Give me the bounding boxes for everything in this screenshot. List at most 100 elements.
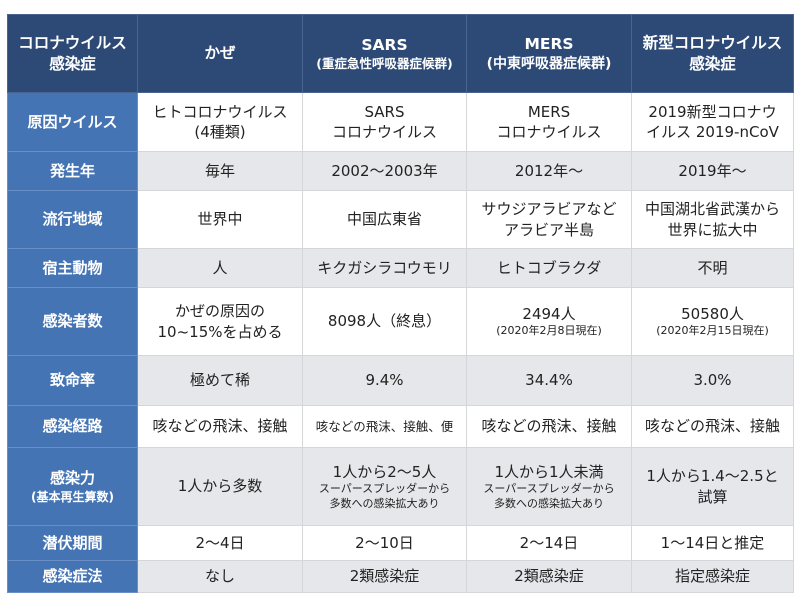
table-cell: ヒトコロナウイルス (4種類) bbox=[137, 92, 303, 152]
table-row: 流行地域 世界中 中国広東省 サウジアラビアなど アラビア半島 中国湖北省武漢から 世界に拡… bbox=[7, 190, 794, 249]
row-header: 感染者数 bbox=[7, 287, 138, 356]
table-cell: 毎年 bbox=[137, 151, 303, 191]
cell-text: 2〜10日 bbox=[355, 533, 414, 552]
cell-text: 8098人（終息） bbox=[327, 312, 442, 331]
table-cell: 2002〜2003年 bbox=[302, 151, 467, 191]
header-text: コロナウイルス bbox=[18, 33, 127, 52]
header-cell: SARS (重症急性呼吸器症候群) bbox=[302, 14, 467, 93]
cell-text: ヒトコロナウイルス bbox=[152, 102, 288, 121]
table-cell: ヒトコブラクダ bbox=[466, 248, 632, 288]
cell-text: 2012年〜 bbox=[514, 161, 584, 180]
header-text: 感染症 bbox=[689, 54, 736, 73]
cell-text: 34.4% bbox=[525, 371, 573, 390]
row-header: 感染症法 bbox=[7, 560, 138, 593]
cell-text: イルス 2019-nCoV bbox=[646, 123, 779, 141]
row-label: 潜伏期間 bbox=[42, 533, 103, 552]
cell-text: 2002〜2003年 bbox=[331, 161, 438, 180]
cell-text: 1人から1.4〜2.5と bbox=[646, 467, 779, 486]
cell-text: アラビア半島 bbox=[503, 220, 594, 239]
cell-text: キクガシラコウモリ bbox=[317, 258, 452, 277]
table-cell: 1人から1人未満 スーパースプレッダーから 多数への感染拡大あり bbox=[466, 447, 632, 526]
table-cell: 人 bbox=[137, 248, 303, 288]
cell-text: サウジアラビアなど bbox=[481, 200, 617, 219]
table-cell: キクガシラコウモリ bbox=[302, 248, 467, 288]
cell-text: 極めて稀 bbox=[189, 371, 250, 390]
cell-text: 世界に拡大中 bbox=[667, 220, 758, 239]
cell-text: スーパースプレッダーから bbox=[483, 481, 615, 495]
row-label: 感染経路 bbox=[42, 417, 103, 436]
table-cell: 2〜14日 bbox=[466, 525, 632, 561]
table-cell: 34.4% bbox=[466, 355, 632, 406]
header-text: 新型コロナウイルス bbox=[642, 33, 783, 52]
table-cell: 咳などの飛沫、接触 bbox=[466, 405, 632, 448]
header-row: コロナウイルス 感染症 かぜ SARS (重症急性呼吸器症候群) MERS (中東呼吸… bbox=[7, 14, 794, 93]
table-cell: 2019新型コロナウ イルス 2019-nCoV bbox=[631, 92, 794, 152]
table-cell: 50580人 (2020年2月15日現在) bbox=[631, 287, 794, 356]
cell-text: 毎年 bbox=[204, 161, 235, 180]
header-text: 感染症 bbox=[49, 54, 96, 73]
table-cell: 9.4% bbox=[302, 355, 467, 406]
header-cell: かぜ bbox=[137, 14, 303, 93]
cell-text: 2類感染症 bbox=[514, 567, 584, 586]
table-row: 原因ウイルス ヒトコロナウイルス (4種類) SARS コロナウイルス MERS コロナウイ… bbox=[7, 92, 794, 152]
cell-text: 1人から1人未満 bbox=[494, 462, 604, 481]
table-cell: 2494人 (2020年2月8日現在) bbox=[466, 287, 632, 356]
cell-text: 多数への感染拡大あり bbox=[494, 496, 604, 510]
header-text: かぜ bbox=[204, 44, 236, 63]
table-cell: 2012年〜 bbox=[466, 151, 632, 191]
table-cell: 1人から2〜5人 スーパースプレッダーから 多数への感染拡大あり bbox=[302, 447, 467, 526]
cell-text: かぜの原因の bbox=[174, 302, 265, 321]
row-label: 感染症法 bbox=[42, 567, 103, 586]
header-cell: 新型コロナウイルス 感染症 bbox=[631, 14, 794, 93]
cell-text: 中国広東省 bbox=[346, 210, 422, 229]
cell-text: 人 bbox=[212, 258, 228, 277]
cell-text: 咳などの飛沫、接触、便 bbox=[315, 419, 454, 435]
cell-text: 2〜4日 bbox=[195, 533, 245, 552]
cell-text: 咳などの飛沫、接触 bbox=[481, 417, 617, 436]
row-header: 宿主動物 bbox=[7, 248, 138, 288]
table-row: 感染力 (基本再生算数) 1人から多数 1人から2〜5人 スーパースプレッダーから 多数へ… bbox=[7, 447, 794, 526]
header-subtext: (中東呼吸器症候群) bbox=[486, 55, 612, 72]
table-cell: なし bbox=[137, 560, 303, 593]
table-cell: 1〜14日と推定 bbox=[631, 525, 794, 561]
header-subtext: (重症急性呼吸器症候群) bbox=[316, 55, 453, 71]
table-cell: かぜの原因の 10~15%を占める bbox=[137, 287, 303, 356]
cell-text: なし bbox=[204, 567, 235, 586]
table-cell: SARS コロナウイルス bbox=[302, 92, 467, 152]
cell-text: 2019年〜 bbox=[678, 161, 747, 180]
cell-text: 1人から多数 bbox=[177, 477, 263, 496]
table-row: 致命率 極めて稀 9.4% 34.4% 3.0% bbox=[7, 355, 794, 406]
table-cell: MERS コロナウイルス bbox=[466, 92, 632, 152]
table-cell: 1人から多数 bbox=[137, 447, 303, 526]
row-header: 発生年 bbox=[7, 151, 138, 191]
row-header: 流行地域 bbox=[7, 190, 138, 249]
row-label: 発生年 bbox=[49, 161, 95, 180]
table-cell: 中国広東省 bbox=[302, 190, 467, 249]
row-label: 流行地域 bbox=[42, 210, 103, 229]
row-label: 致命率 bbox=[49, 371, 95, 390]
cell-text: スーパースプレッダーから bbox=[318, 481, 451, 495]
row-label: 原因ウイルス bbox=[27, 112, 118, 131]
row-header: 原因ウイルス bbox=[7, 92, 138, 152]
cell-text: 世界中 bbox=[197, 210, 243, 229]
cell-text: 3.0% bbox=[693, 371, 732, 390]
table-cell: 2019年〜 bbox=[631, 151, 794, 191]
table-cell: 中国湖北省武漢から 世界に拡大中 bbox=[631, 190, 794, 249]
row-header: 感染経路 bbox=[7, 405, 138, 448]
cell-text: 不明 bbox=[697, 258, 728, 277]
table-row: 宿主動物 人 キクガシラコウモリ ヒトコブラクダ 不明 bbox=[7, 248, 794, 288]
table-cell: 8098人（終息） bbox=[302, 287, 467, 356]
table-row: 潜伏期間 2〜4日 2〜10日 2〜14日 1〜14日と推定 bbox=[7, 525, 794, 561]
table-cell: 2〜4日 bbox=[137, 525, 303, 561]
row-header: 感染力 (基本再生算数) bbox=[7, 447, 138, 526]
row-header: 致命率 bbox=[7, 355, 138, 406]
header-text: SARS bbox=[361, 35, 408, 54]
row-label: 感染力 bbox=[49, 469, 95, 488]
table-cell: 2類感染症 bbox=[302, 560, 467, 593]
cell-text: 2494人 bbox=[522, 304, 576, 323]
cell-text: 10~15%を占める bbox=[157, 322, 283, 341]
cell-text: 指定感染症 bbox=[674, 567, 750, 586]
table-cell: 極めて稀 bbox=[137, 355, 303, 406]
cell-text: 咳などの飛沫、接触 bbox=[644, 417, 780, 436]
cell-text: 1〜14日と推定 bbox=[660, 533, 765, 552]
